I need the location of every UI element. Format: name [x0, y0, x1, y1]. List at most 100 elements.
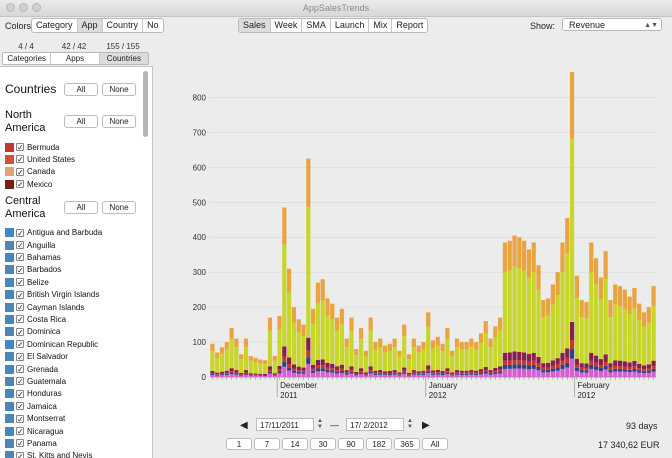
country-checkbox[interactable]: ✓ [16, 180, 24, 190]
mode-button-launch[interactable]: Launch [331, 19, 370, 32]
bar-segment [392, 347, 397, 371]
country-row-jamaica[interactable]: ✓ Jamaica [5, 400, 57, 412]
country-checkbox[interactable]: ✓ [16, 451, 24, 458]
bar-segment [474, 370, 479, 373]
group-all-button-central-america[interactable]: All [64, 200, 98, 214]
country-checkbox[interactable]: ✓ [16, 315, 24, 325]
range-button-1[interactable]: 1 [226, 438, 252, 450]
country-row-st-kitts-and-nevis[interactable]: ✓ St. Kitts and Nevis [5, 450, 92, 458]
range-button-365[interactable]: 365 [394, 438, 420, 450]
mode-button-report[interactable]: Report [396, 20, 424, 30]
country-row-dominican-republic[interactable]: ✓ Dominican Republic [5, 338, 98, 350]
bar-segment [325, 372, 330, 377]
country-row-bermuda[interactable]: ✓ Bermuda [5, 141, 59, 153]
country-row-el-salvador[interactable]: ✓ El Salvador [5, 351, 68, 363]
mode-button-sales[interactable]: Sales [239, 19, 271, 32]
country-row-costa-rica[interactable]: ✓ Costa Rica [5, 313, 66, 325]
country-checkbox[interactable]: ✓ [16, 167, 24, 177]
country-row-cayman-islands[interactable]: ✓ Cayman Islands [5, 301, 84, 313]
country-checkbox[interactable]: ✓ [16, 143, 24, 152]
group-title-north-america: North [5, 109, 32, 121]
range-button-all[interactable]: All [422, 438, 448, 450]
countries-sidebar[interactable]: Countries All None North America All None ✓ B… [0, 66, 153, 458]
mode-button-mix[interactable]: Mix [369, 19, 393, 32]
bar-segment [522, 352, 527, 361]
range-button-30[interactable]: 30 [310, 438, 336, 450]
country-checkbox[interactable]: ✓ [16, 389, 24, 399]
close-window-button[interactable] [6, 3, 15, 12]
bar-segment [325, 369, 330, 373]
range-button-182[interactable]: 182 [366, 438, 392, 450]
bar-segment [416, 371, 421, 374]
bar-segment [574, 364, 579, 368]
colors-option-app[interactable]: App [77, 19, 103, 32]
country-row-anguilla[interactable]: ✓ Anguilla [5, 239, 55, 251]
tab-categories[interactable]: Categories [3, 53, 52, 64]
range-button-7[interactable]: 7 [254, 438, 280, 450]
country-checkbox[interactable]: ✓ [16, 290, 24, 300]
next-period-button[interactable]: ▶ [422, 420, 430, 431]
country-checkbox[interactable]: ✓ [16, 253, 24, 263]
range-button-14[interactable]: 14 [282, 438, 308, 450]
country-checkbox[interactable]: ✓ [16, 155, 24, 165]
country-checkbox[interactable]: ✓ [16, 427, 24, 436]
country-row-united-states[interactable]: ✓ United States [5, 153, 75, 165]
color-swatch [5, 265, 14, 275]
range-button-90[interactable]: 90 [338, 438, 364, 450]
bar-segment [387, 351, 392, 372]
none-countries-button[interactable]: None [102, 83, 136, 96]
country-row-dominica[interactable]: ✓ Dominica [5, 326, 60, 338]
country-checkbox[interactable]: ✓ [16, 278, 24, 288]
country-row-belize[interactable]: ✓ Belize [5, 276, 49, 288]
previous-period-button[interactable]: ◀ [240, 420, 248, 431]
country-checkbox[interactable]: ✓ [16, 303, 24, 312]
country-checkbox[interactable]: ✓ [16, 265, 24, 275]
bar-segment [565, 367, 570, 377]
country-row-panama[interactable]: ✓ Panama [5, 437, 57, 449]
country-row-british-virgin-islands[interactable]: ✓ British Virgin Islands [5, 289, 99, 301]
group-all-button-north-america[interactable]: All [64, 115, 98, 128]
mode-button-sma[interactable]: SMA [302, 19, 331, 32]
end-date-field[interactable]: 17/ 2/2012 [346, 418, 404, 431]
country-checkbox[interactable]: ✓ [16, 439, 24, 449]
country-checkbox[interactable]: ✓ [16, 352, 24, 362]
country-row-canada[interactable]: ✓ Canada [5, 166, 55, 178]
all-countries-button[interactable]: All [64, 83, 98, 96]
minimize-window-button[interactable] [19, 3, 28, 12]
country-row-nicaragua[interactable]: ✓ Nicaragua [5, 425, 63, 437]
sidebar-scrollbar[interactable] [143, 71, 148, 137]
start-date-stepper[interactable]: ▲ ▼ [317, 418, 323, 430]
bar-segment [560, 364, 565, 369]
group-none-button-north-america[interactable]: None [102, 115, 136, 128]
country-checkbox[interactable]: ✓ [16, 340, 24, 350]
colors-option-category[interactable]: Category [32, 19, 78, 32]
end-date-stepper[interactable]: ▲ ▼ [407, 418, 413, 430]
country-checkbox[interactable]: ✓ [16, 414, 24, 424]
colors-option-no[interactable]: No [147, 20, 159, 30]
start-date-field[interactable]: 17/11/2011 [256, 418, 314, 431]
country-checkbox[interactable]: ✓ [16, 241, 24, 250]
country-row-mexico[interactable]: ✓ Mexico [5, 178, 52, 190]
country-row-montserrat[interactable]: ✓ Montserrat [5, 413, 65, 425]
colors-option-country[interactable]: Country [103, 19, 144, 32]
bar-segment [373, 373, 378, 375]
country-row-grenada[interactable]: ✓ Grenada [5, 363, 58, 375]
mode-button-week[interactable]: Week [271, 19, 303, 32]
tab-apps[interactable]: Apps [51, 53, 100, 64]
country-checkbox[interactable]: ✓ [16, 377, 24, 387]
country-row-guatemala[interactable]: ✓ Guatemala [5, 375, 66, 387]
country-checkbox[interactable]: ✓ [16, 228, 24, 238]
country-row-antigua-and-barbuda[interactable]: ✓ Antigua and Barbuda [5, 227, 102, 239]
tab-countries[interactable]: Countries [99, 53, 148, 64]
group-none-button-central-america[interactable]: None [102, 200, 136, 214]
show-select[interactable]: Revenue ▲▼ [562, 18, 662, 31]
country-checkbox[interactable]: ✓ [16, 327, 24, 337]
country-checkbox[interactable]: ✓ [16, 365, 24, 374]
country-checkbox[interactable]: ✓ [16, 402, 24, 412]
country-row-honduras[interactable]: ✓ Honduras [5, 388, 62, 400]
country-row-barbados[interactable]: ✓ Barbados [5, 264, 61, 276]
zoom-window-button[interactable] [32, 3, 41, 12]
country-label: Jamaica [27, 401, 57, 411]
country-row-bahamas[interactable]: ✓ Bahamas [5, 251, 61, 263]
